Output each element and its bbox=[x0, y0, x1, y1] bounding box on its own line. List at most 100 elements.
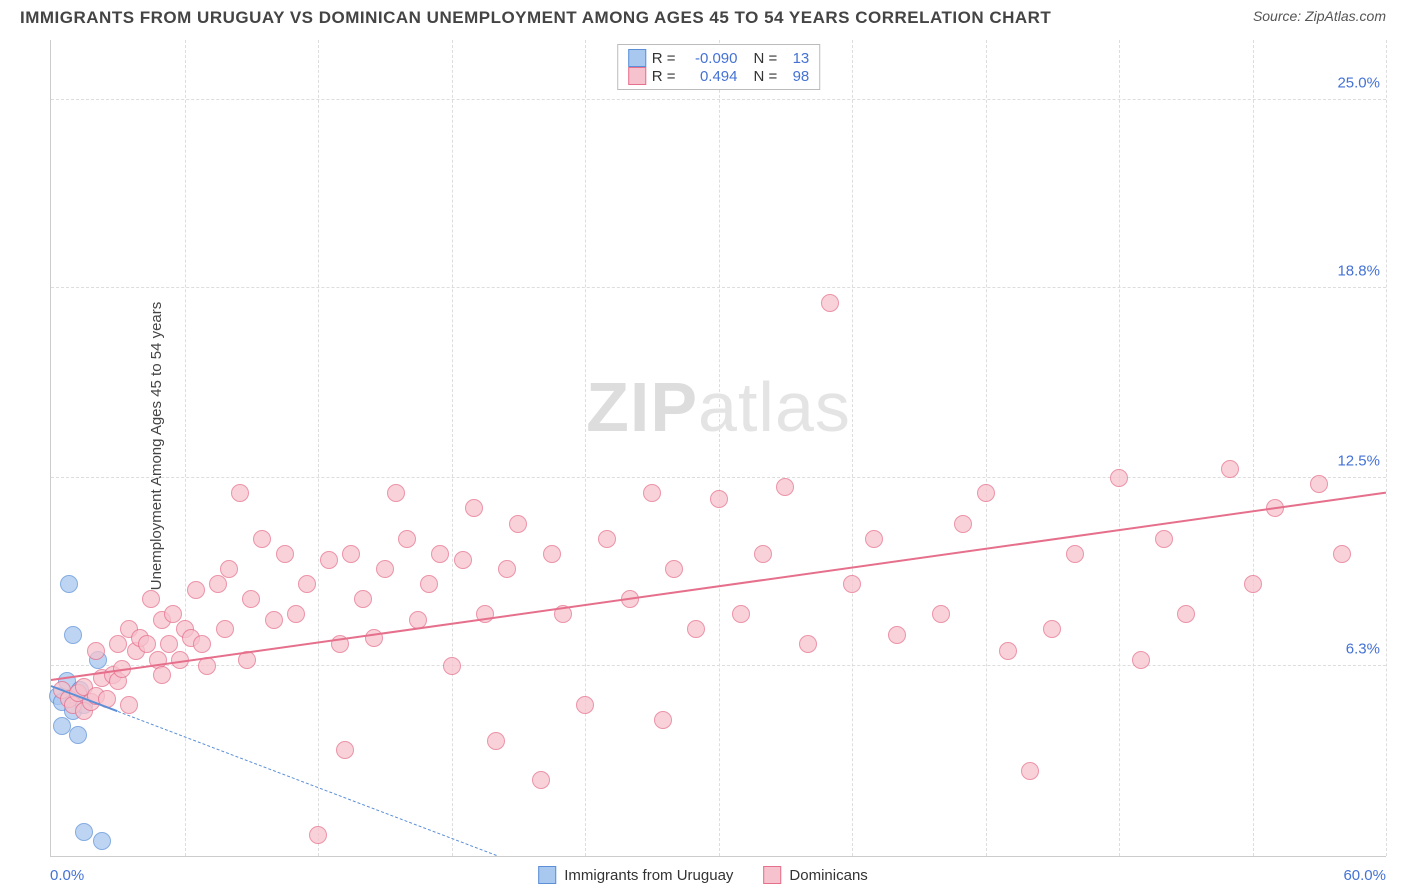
data-point bbox=[443, 657, 461, 675]
data-point bbox=[1221, 460, 1239, 478]
data-point bbox=[888, 626, 906, 644]
gridline-v bbox=[986, 40, 987, 856]
data-point bbox=[87, 642, 105, 660]
data-point bbox=[732, 605, 750, 623]
chart-title: IMMIGRANTS FROM URUGUAY VS DOMINICAN UNE… bbox=[20, 8, 1051, 28]
source-credit: Source: ZipAtlas.com bbox=[1253, 8, 1386, 24]
data-point bbox=[532, 771, 550, 789]
watermark-thin: atlas bbox=[698, 368, 851, 446]
data-point bbox=[431, 545, 449, 563]
data-point bbox=[1310, 475, 1328, 493]
legend-row: R =-0.090N =13 bbox=[628, 49, 810, 67]
n-value: 98 bbox=[783, 68, 809, 85]
data-point bbox=[1155, 530, 1173, 548]
data-point bbox=[1132, 651, 1150, 669]
y-tick-label: 12.5% bbox=[1337, 453, 1380, 470]
r-value: 0.494 bbox=[682, 68, 738, 85]
data-point bbox=[654, 711, 672, 729]
data-point bbox=[298, 575, 316, 593]
data-point bbox=[576, 696, 594, 714]
source-label: Source: bbox=[1253, 8, 1305, 24]
data-point bbox=[220, 560, 238, 578]
r-label: R = bbox=[652, 68, 676, 85]
data-point bbox=[865, 530, 883, 548]
data-point bbox=[843, 575, 861, 593]
r-label: R = bbox=[652, 50, 676, 67]
data-point bbox=[120, 696, 138, 714]
y-tick-label: 6.3% bbox=[1346, 640, 1380, 657]
series-name: Dominicans bbox=[789, 867, 867, 884]
data-point bbox=[977, 484, 995, 502]
gridline-v bbox=[318, 40, 319, 856]
data-point bbox=[1244, 575, 1262, 593]
gridline-v bbox=[452, 40, 453, 856]
data-point bbox=[1177, 605, 1195, 623]
gridline-v bbox=[719, 40, 720, 856]
n-value: 13 bbox=[783, 50, 809, 67]
data-point bbox=[376, 560, 394, 578]
legend-item: Immigrants from Uruguay bbox=[538, 866, 733, 884]
gridline-v bbox=[585, 40, 586, 856]
legend-item: Dominicans bbox=[763, 866, 867, 884]
data-point bbox=[320, 551, 338, 569]
data-point bbox=[487, 732, 505, 750]
legend-swatch bbox=[763, 866, 781, 884]
y-tick-label: 25.0% bbox=[1337, 75, 1380, 92]
data-point bbox=[776, 478, 794, 496]
gridline-v bbox=[185, 40, 186, 856]
data-point bbox=[142, 590, 160, 608]
data-point bbox=[231, 484, 249, 502]
data-point bbox=[598, 530, 616, 548]
data-point bbox=[60, 575, 78, 593]
scatter-chart: ZIPatlas R = -0.090 N = 13 R = 0.494 N = 98 6.… bbox=[50, 40, 1386, 857]
data-point bbox=[954, 515, 972, 533]
n-label: N = bbox=[754, 68, 778, 85]
gridline-v bbox=[1253, 40, 1254, 856]
data-point bbox=[387, 484, 405, 502]
data-point bbox=[342, 545, 360, 563]
legend-swatch bbox=[628, 67, 646, 85]
data-point bbox=[75, 823, 93, 841]
data-point bbox=[687, 620, 705, 638]
data-point bbox=[209, 575, 227, 593]
data-point bbox=[754, 545, 772, 563]
legend-swatch bbox=[538, 866, 556, 884]
data-point bbox=[1021, 762, 1039, 780]
source-value: ZipAtlas.com bbox=[1305, 8, 1386, 24]
data-point bbox=[216, 620, 234, 638]
correlation-legend: R = -0.090 N = 13 R = 0.494 N = 98 bbox=[617, 44, 821, 90]
x-axis-max: 60.0% bbox=[1343, 867, 1386, 884]
data-point bbox=[193, 635, 211, 653]
data-point bbox=[465, 499, 483, 517]
gridline-v bbox=[852, 40, 853, 856]
data-point bbox=[354, 590, 372, 608]
data-point bbox=[932, 605, 950, 623]
legend-swatch bbox=[628, 49, 646, 67]
data-point bbox=[242, 590, 260, 608]
series-name: Immigrants from Uruguay bbox=[564, 867, 733, 884]
data-point bbox=[454, 551, 472, 569]
data-point bbox=[398, 530, 416, 548]
data-point bbox=[69, 726, 87, 744]
y-tick-label: 18.8% bbox=[1337, 262, 1380, 279]
data-point bbox=[665, 560, 683, 578]
data-point bbox=[309, 826, 327, 844]
data-point bbox=[187, 581, 205, 599]
gridline-v bbox=[1119, 40, 1120, 856]
data-point bbox=[1043, 620, 1061, 638]
data-point bbox=[509, 515, 527, 533]
data-point bbox=[253, 530, 271, 548]
data-point bbox=[153, 666, 171, 684]
data-point bbox=[93, 832, 111, 850]
data-point bbox=[999, 642, 1017, 660]
series-legend: Immigrants from Uruguay Dominicans bbox=[538, 866, 868, 884]
data-point bbox=[64, 626, 82, 644]
data-point bbox=[643, 484, 661, 502]
data-point bbox=[420, 575, 438, 593]
watermark-bold: ZIP bbox=[586, 368, 698, 446]
r-value: -0.090 bbox=[682, 50, 738, 67]
legend-row: R = 0.494 N = 98 bbox=[628, 67, 810, 85]
data-point bbox=[265, 611, 283, 629]
data-point bbox=[276, 545, 294, 563]
data-point bbox=[821, 294, 839, 312]
